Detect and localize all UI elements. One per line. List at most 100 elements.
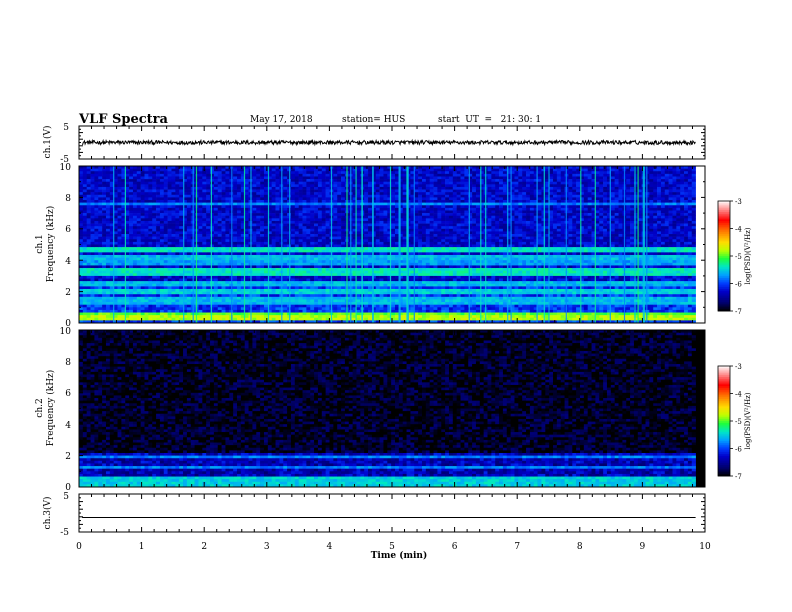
spectrogram-cell	[183, 218, 188, 222]
spectrogram-cell	[109, 197, 114, 201]
spectrogram-cell	[256, 273, 261, 277]
spectrogram-cell	[175, 218, 180, 222]
spectrogram-cell	[337, 234, 342, 237]
spectrogram-cell	[156, 283, 161, 287]
spectrogram-cell	[167, 218, 172, 222]
spectrogram-cell	[240, 317, 246, 321]
spectrogram-cell	[290, 166, 296, 169]
spectrogram-cell	[86, 186, 91, 190]
spectrogram-cell	[337, 228, 342, 232]
spectrogram-cell	[206, 252, 211, 256]
spectrogram-cell	[306, 270, 311, 274]
spectrogram-cell	[198, 197, 203, 201]
spectrogram-cell	[109, 288, 114, 292]
spectrogram-cell	[341, 302, 346, 305]
spectrogram-cell	[256, 307, 261, 311]
spectrogram-cell	[244, 231, 249, 235]
spectrogram-cell	[321, 220, 326, 224]
spectrogram-cell	[159, 168, 165, 172]
spectrogram-cell	[252, 254, 257, 258]
spectrogram-cell	[132, 192, 138, 196]
spectrogram-cell	[217, 200, 222, 203]
spectrogram-cell	[233, 192, 238, 196]
spectrogram-cell	[136, 192, 141, 196]
spectrogram-cell	[86, 312, 91, 316]
spectrogram-cell	[263, 307, 269, 311]
spectrogram-cell	[317, 273, 323, 277]
spectrogram-cell	[364, 234, 369, 237]
spectrogram-cell	[125, 304, 130, 308]
ch1-spectrogram-panel: 10 8 6 4 2 0 ch.1Frequency (kHz)	[35, 163, 706, 329]
spectrogram-cell	[90, 202, 95, 206]
spectrogram-cell	[387, 294, 392, 298]
spectrogram-cell	[98, 218, 103, 222]
spectrogram-cell	[333, 317, 338, 321]
spectrogram-cell	[387, 283, 392, 287]
spectrogram-cell	[148, 231, 153, 235]
spectrogram-cell	[310, 202, 315, 206]
spectrogram-cell	[283, 173, 288, 177]
spectrogram-cell	[271, 307, 276, 311]
spectrogram-cell	[186, 312, 192, 316]
spectrogram-cell	[310, 231, 315, 235]
spectrogram-cell	[148, 168, 153, 172]
spectrogram-cell	[263, 288, 269, 292]
spectrogram-cell	[94, 210, 99, 214]
spectrogram-cell	[105, 270, 111, 274]
spectrogram-cell	[237, 273, 242, 277]
spectrogram-cell	[125, 166, 130, 169]
spectrogram-cell	[333, 304, 338, 308]
spectrogram-cell	[240, 218, 246, 222]
spectrogram-cell	[129, 241, 134, 245]
spectrogram-cell	[136, 268, 141, 271]
spectrogram-cell	[109, 226, 114, 230]
spectrogram-cell	[198, 236, 203, 240]
spectrogram-cell	[86, 210, 91, 214]
spectrogram-cell	[321, 215, 326, 219]
spectrogram-cell	[117, 205, 122, 209]
spectrogram-cell	[237, 226, 242, 230]
spectrogram-cell	[325, 265, 330, 269]
spectrogram-cell	[263, 226, 269, 230]
spectrogram-cell	[198, 273, 203, 277]
spectrogram-cell	[163, 254, 168, 258]
spectrogram-cell	[171, 186, 176, 190]
spectrogram-cell	[132, 288, 138, 292]
spectrogram-cell	[102, 181, 107, 185]
spectrogram-cell	[252, 304, 257, 308]
spectrogram-cell	[352, 299, 357, 303]
spectrogram-cell	[356, 210, 361, 214]
spectrogram-cell	[186, 278, 192, 282]
spectrogram-cell	[310, 265, 315, 269]
spectrogram-cell	[159, 197, 165, 201]
spectrogram-cell	[109, 239, 114, 243]
spectrogram-cell	[202, 220, 207, 224]
spectrogram-cell	[210, 320, 215, 323]
spectrogram-cell	[275, 171, 280, 175]
spectrogram-cell	[379, 205, 384, 209]
spectrogram-cell	[129, 281, 134, 285]
spectrogram-cell	[240, 239, 246, 243]
spectrogram-cell	[375, 179, 380, 182]
spectrogram-cell	[183, 257, 188, 261]
spectrogram-cell	[117, 302, 122, 305]
spectrogram-cell	[217, 260, 222, 264]
spectrogram-cell	[368, 192, 373, 196]
spectrogram-cell	[167, 176, 172, 180]
spectrogram-cell	[105, 244, 111, 248]
spectrogram-cell	[206, 312, 211, 316]
spectrogram-cell	[290, 320, 296, 323]
spectrogram-cell	[364, 168, 369, 172]
spectrogram-cell	[325, 213, 330, 217]
spectrogram-cell	[210, 273, 215, 277]
spectrogram-cell	[371, 171, 377, 175]
spectrogram-cell	[175, 254, 180, 258]
spectrogram-cell	[179, 207, 184, 211]
spectrogram-cell	[306, 231, 311, 235]
spectrogram-cell	[79, 171, 84, 175]
spectrogram-cell	[221, 215, 226, 219]
spectrogram-cell	[136, 262, 141, 266]
spectrogram-cell	[79, 179, 84, 182]
spectrogram-cell	[129, 218, 134, 222]
spectrogram-cell	[352, 181, 357, 185]
